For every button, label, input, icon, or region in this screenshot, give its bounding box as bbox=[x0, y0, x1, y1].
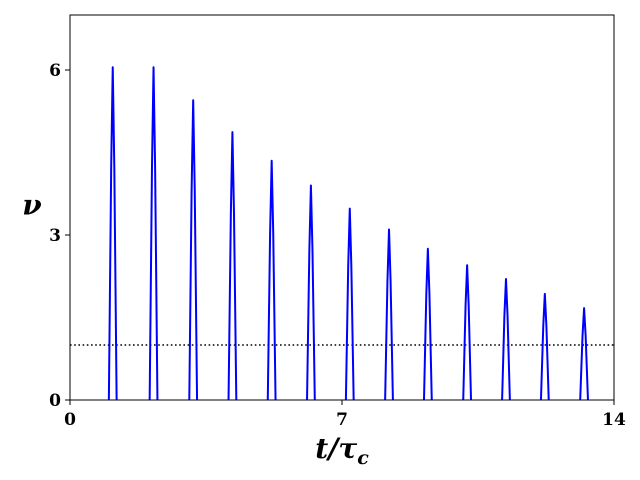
x-axis-label-subscript: c bbox=[357, 447, 369, 469]
y-axis-label: ν bbox=[22, 189, 41, 222]
x-tick-label: 7 bbox=[336, 410, 348, 430]
x-tick-label: 0 bbox=[64, 410, 76, 430]
y-tick-label: 6 bbox=[49, 61, 61, 81]
x-axis-label: t/τc bbox=[315, 432, 369, 469]
x-axis-label-main: t/τ bbox=[315, 432, 357, 465]
x-tick-label: 14 bbox=[602, 410, 626, 430]
y-tick-label: 3 bbox=[49, 226, 61, 246]
y-tick-label: 0 bbox=[49, 391, 61, 411]
data-line bbox=[107, 66, 589, 400]
